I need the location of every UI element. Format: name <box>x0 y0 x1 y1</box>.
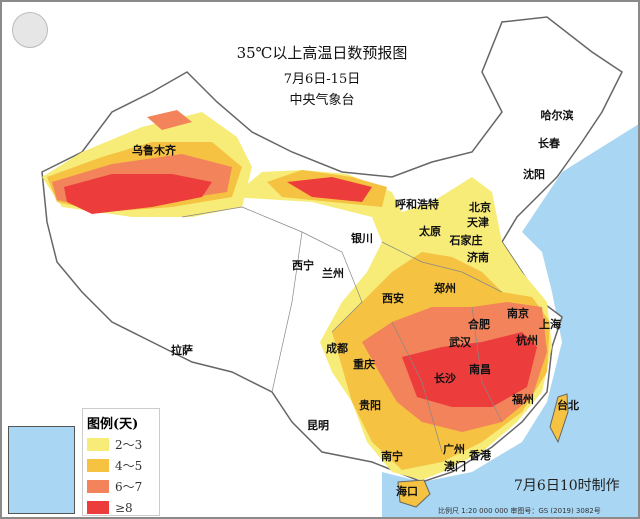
city-label: 武汉 <box>449 336 471 349</box>
legend-item: ≥8 <box>87 497 159 517</box>
scale-and-approval: 比例尺 1:20 000 000 审图号：GS (2019) 3082号 <box>438 507 601 515</box>
city-label: 石家庄 <box>449 234 483 247</box>
agency: 中央气象台 <box>289 93 355 108</box>
legend-label: 6～7 <box>115 480 143 494</box>
city-label: 天津 <box>467 216 489 229</box>
heat-zone-8plus-hexi <box>287 177 372 202</box>
sea <box>382 124 638 517</box>
city-label: 贵阳 <box>359 399 381 412</box>
city-label: 西安 <box>382 292 404 305</box>
city-label: 福州 <box>512 393 534 406</box>
city-label: 济南 <box>467 251 489 264</box>
legend-swatch <box>87 438 109 451</box>
city-label: 拉萨 <box>171 344 193 357</box>
legend-item: 6～7 <box>87 476 159 497</box>
city-label: 杭州 <box>516 334 538 347</box>
map-title: 35℃以上高温日数预报图 <box>236 44 408 62</box>
city-label: 兰州 <box>322 267 344 280</box>
legend-label: ≥8 <box>115 500 133 515</box>
city-label: 昆明 <box>307 419 329 432</box>
legend-swatch <box>87 501 109 514</box>
legend-item: 4～5 <box>87 455 159 476</box>
legend-title: 图例(天) <box>87 417 139 432</box>
heat-zone-8plus-northwest <box>64 174 212 214</box>
city-label: 呼和浩特 <box>395 198 439 211</box>
city-label: 北京 <box>469 201 491 214</box>
legend: 图例(天) 2～3 4～5 6～7 ≥8 <box>82 408 160 516</box>
legend-swatch <box>87 459 109 472</box>
legend-label: 4～5 <box>115 459 143 473</box>
hainan-island <box>397 479 431 508</box>
city-label: 台北 <box>557 399 579 412</box>
date-range: 7月6日-15日 <box>283 72 361 87</box>
city-label: 上海 <box>539 318 561 331</box>
legend-swatch <box>87 480 109 493</box>
city-label: 广州 <box>443 443 465 456</box>
city-label: 郑州 <box>434 282 456 295</box>
south-china-sea-inset <box>8 426 75 514</box>
city-label: 西宁 <box>292 259 314 272</box>
city-label: 重庆 <box>353 358 375 371</box>
city-label: 南昌 <box>469 363 491 376</box>
cma-logo <box>12 12 48 48</box>
legend-item: 2～3 <box>87 434 159 455</box>
city-label: 成都 <box>326 342 348 355</box>
city-label: 沈阳 <box>523 168 545 181</box>
city-label: 长沙 <box>434 372 456 385</box>
city-label: 太原 <box>419 225 441 238</box>
city-label: 哈尔滨 <box>540 109 574 122</box>
city-label: 南京 <box>507 307 529 320</box>
province-borders <box>181 206 503 453</box>
city-label: 乌鲁木齐 <box>132 144 176 157</box>
production-time: 7月6日10时制作 <box>514 478 620 494</box>
city-label: 海口 <box>396 485 418 498</box>
heat-zone-8plus-tianshan <box>147 110 192 130</box>
city-label: 长春 <box>538 137 560 150</box>
city-label: 澳门 <box>444 460 466 473</box>
city-label: 香港 <box>469 449 491 462</box>
legend-label: 2～3 <box>115 438 143 452</box>
city-label: 银川 <box>351 232 373 245</box>
city-label: 南宁 <box>381 450 403 463</box>
city-label: 合肥 <box>468 318 490 331</box>
heat-zone-8plus <box>402 332 537 407</box>
taiwan-island <box>549 393 569 444</box>
